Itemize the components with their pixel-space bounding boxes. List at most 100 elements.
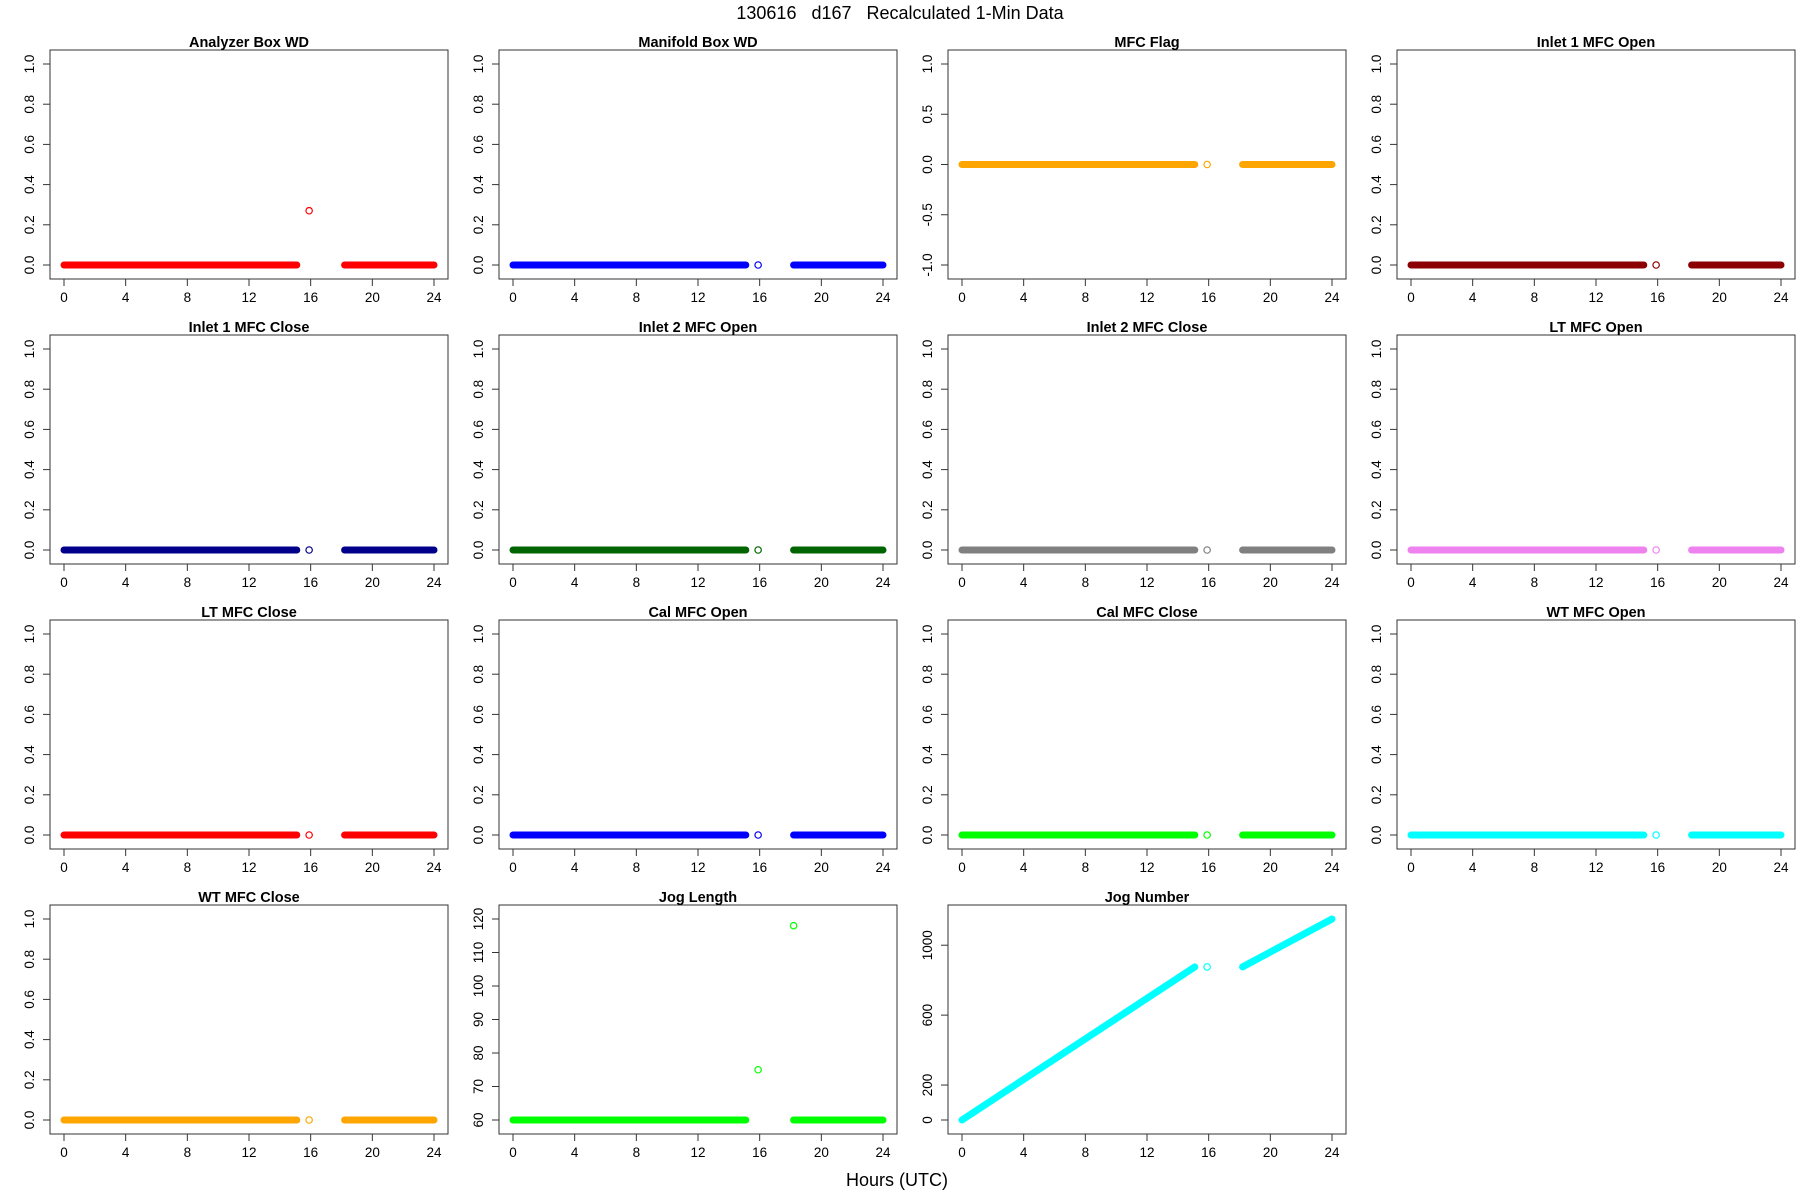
x-tick-label: 12 bbox=[690, 1145, 705, 1160]
x-tick-label: 4 bbox=[1020, 575, 1028, 590]
y-tick-label: 0.8 bbox=[920, 665, 935, 684]
y-tick-label: 0.8 bbox=[1369, 95, 1384, 114]
x-tick-label: 24 bbox=[1773, 860, 1789, 875]
y-tick-label: 0.2 bbox=[920, 500, 935, 519]
x-tick-label: 24 bbox=[1324, 575, 1340, 590]
y-tick-label: 0.6 bbox=[22, 420, 37, 439]
y-tick-label: 100 bbox=[471, 975, 486, 998]
data-point bbox=[789, 921, 798, 930]
x-tick-label: 8 bbox=[1082, 860, 1090, 875]
y-tick-label: 0.0 bbox=[22, 256, 37, 275]
x-tick-label: 16 bbox=[752, 290, 767, 305]
y-tick-label: 0.6 bbox=[1369, 135, 1384, 154]
y-tick-label: 0.8 bbox=[22, 380, 37, 399]
y-tick-label: 110 bbox=[471, 942, 486, 964]
y-tick-label: 1.0 bbox=[22, 625, 37, 644]
x-tick-label: 8 bbox=[633, 290, 641, 305]
x-tick-label: 8 bbox=[184, 860, 192, 875]
x-tick-label: 12 bbox=[690, 860, 705, 875]
y-tick-label: 1.0 bbox=[1369, 625, 1384, 644]
y-tick-label: -1.0 bbox=[920, 253, 935, 276]
panel-title: Analyzer Box WD bbox=[189, 35, 309, 51]
data-point bbox=[1652, 831, 1660, 839]
data-point bbox=[1203, 546, 1211, 554]
y-tick-label: 1.0 bbox=[1369, 340, 1384, 359]
x-tick-label: 20 bbox=[1712, 290, 1727, 305]
x-tick-label: 12 bbox=[690, 575, 705, 590]
y-tick-label: 1.0 bbox=[471, 625, 486, 644]
x-tick-label: 0 bbox=[509, 860, 517, 875]
panel-5: Inlet 2 MFC Open 0 4 8 12 16 20 24 0.0 0.2 0.4 0.6 0… bbox=[471, 320, 898, 590]
panel-title: Cal MFC Open bbox=[648, 605, 747, 621]
x-tick-label: 8 bbox=[633, 575, 641, 590]
y-tick-label: 0.6 bbox=[471, 705, 486, 724]
x-tick-label: 12 bbox=[241, 1145, 256, 1160]
x-tick-label: 24 bbox=[426, 575, 442, 590]
x-tick-label: 4 bbox=[122, 290, 130, 305]
y-tick-label: 0.0 bbox=[22, 826, 37, 845]
x-tick-label: 16 bbox=[1201, 860, 1216, 875]
x-tick-label: 4 bbox=[1469, 860, 1477, 875]
x-tick-label: 20 bbox=[814, 1145, 829, 1160]
x-tick-label: 0 bbox=[958, 290, 966, 305]
panel-8: LT MFC Close 0 4 8 12 16 20 24 0.0 0.2 0.4 0.6 0.8 1.… bbox=[22, 605, 449, 875]
y-tick-label: 0.5 bbox=[920, 105, 935, 124]
y-tick-label: 0.4 bbox=[471, 745, 486, 764]
x-tick-label: 4 bbox=[122, 575, 130, 590]
data-point bbox=[305, 206, 313, 215]
y-tick-label: 0.2 bbox=[22, 500, 37, 519]
panel-6: Inlet 2 MFC Close 0 4 8 12 16 20 24 0.0 0.2 0.4 0.6… bbox=[920, 320, 1347, 590]
panel-10: Cal MFC Close 0 4 8 12 16 20 24 0.0 0.2 0.4 0.6 0.8 1… bbox=[920, 605, 1347, 875]
y-tick-label: 0.0 bbox=[920, 826, 935, 845]
y-tick-label: 1.0 bbox=[471, 55, 486, 74]
y-tick-label: 0.6 bbox=[920, 420, 935, 439]
x-tick-label: 24 bbox=[426, 290, 442, 305]
data-run bbox=[958, 963, 1199, 1124]
y-tick-label: 0.2 bbox=[471, 500, 486, 519]
x-tick-label: 4 bbox=[1020, 1145, 1028, 1160]
y-tick-label: 1.0 bbox=[920, 340, 935, 359]
x-tick-label: 20 bbox=[365, 575, 380, 590]
x-tick-label: 4 bbox=[1469, 575, 1477, 590]
x-tick-label: 20 bbox=[1712, 860, 1727, 875]
y-tick-label: 1.0 bbox=[22, 910, 37, 929]
x-tick-label: 0 bbox=[60, 575, 68, 590]
panel-title: Jog Number bbox=[1105, 890, 1190, 906]
x-tick-label: 12 bbox=[1588, 860, 1603, 875]
y-tick-label: 90 bbox=[471, 1012, 486, 1027]
data-point bbox=[1652, 546, 1660, 554]
x-tick-label: 24 bbox=[875, 575, 891, 590]
x-tick-label: 20 bbox=[1263, 575, 1278, 590]
y-tick-label: 200 bbox=[920, 1074, 935, 1097]
x-tick-label: 12 bbox=[1588, 290, 1603, 305]
y-tick-label: 1.0 bbox=[22, 340, 37, 359]
main-title: 130616 d167 Recalculated 1-Min Data bbox=[736, 3, 1064, 23]
plot-frame bbox=[498, 49, 898, 280]
x-tick-label: 16 bbox=[1201, 290, 1216, 305]
x-tick-label: 8 bbox=[1082, 1145, 1090, 1160]
x-tick-label: 24 bbox=[1773, 575, 1789, 590]
y-tick-label: 80 bbox=[471, 1045, 486, 1060]
x-tick-label: 8 bbox=[633, 860, 641, 875]
x-tick-label: 12 bbox=[241, 575, 256, 590]
y-tick-label: 0.0 bbox=[22, 1111, 37, 1130]
x-tick-label: 24 bbox=[1773, 290, 1789, 305]
panel-title: Inlet 2 MFC Open bbox=[639, 320, 757, 336]
panel-title: LT MFC Close bbox=[201, 605, 297, 621]
y-tick-label: 0.8 bbox=[471, 380, 486, 399]
panel-4: Inlet 1 MFC Close 0 4 8 12 16 20 24 0.0 0.2 0.4 0.6… bbox=[22, 320, 449, 590]
x-tick-label: 4 bbox=[571, 575, 579, 590]
y-tick-label: 0.6 bbox=[1369, 705, 1384, 724]
x-tick-label: 24 bbox=[426, 860, 442, 875]
x-tick-label: 20 bbox=[1712, 575, 1727, 590]
x-tick-label: 24 bbox=[426, 1145, 442, 1160]
x-tick-label: 24 bbox=[875, 290, 891, 305]
data-point bbox=[754, 261, 762, 269]
y-tick-label: 60 bbox=[471, 1112, 486, 1127]
plot-frame bbox=[49, 334, 449, 565]
x-tick-label: 12 bbox=[1139, 290, 1154, 305]
plot-frame bbox=[1396, 49, 1796, 280]
x-tick-label: 24 bbox=[1324, 290, 1340, 305]
y-tick-label: 1.0 bbox=[1369, 55, 1384, 74]
